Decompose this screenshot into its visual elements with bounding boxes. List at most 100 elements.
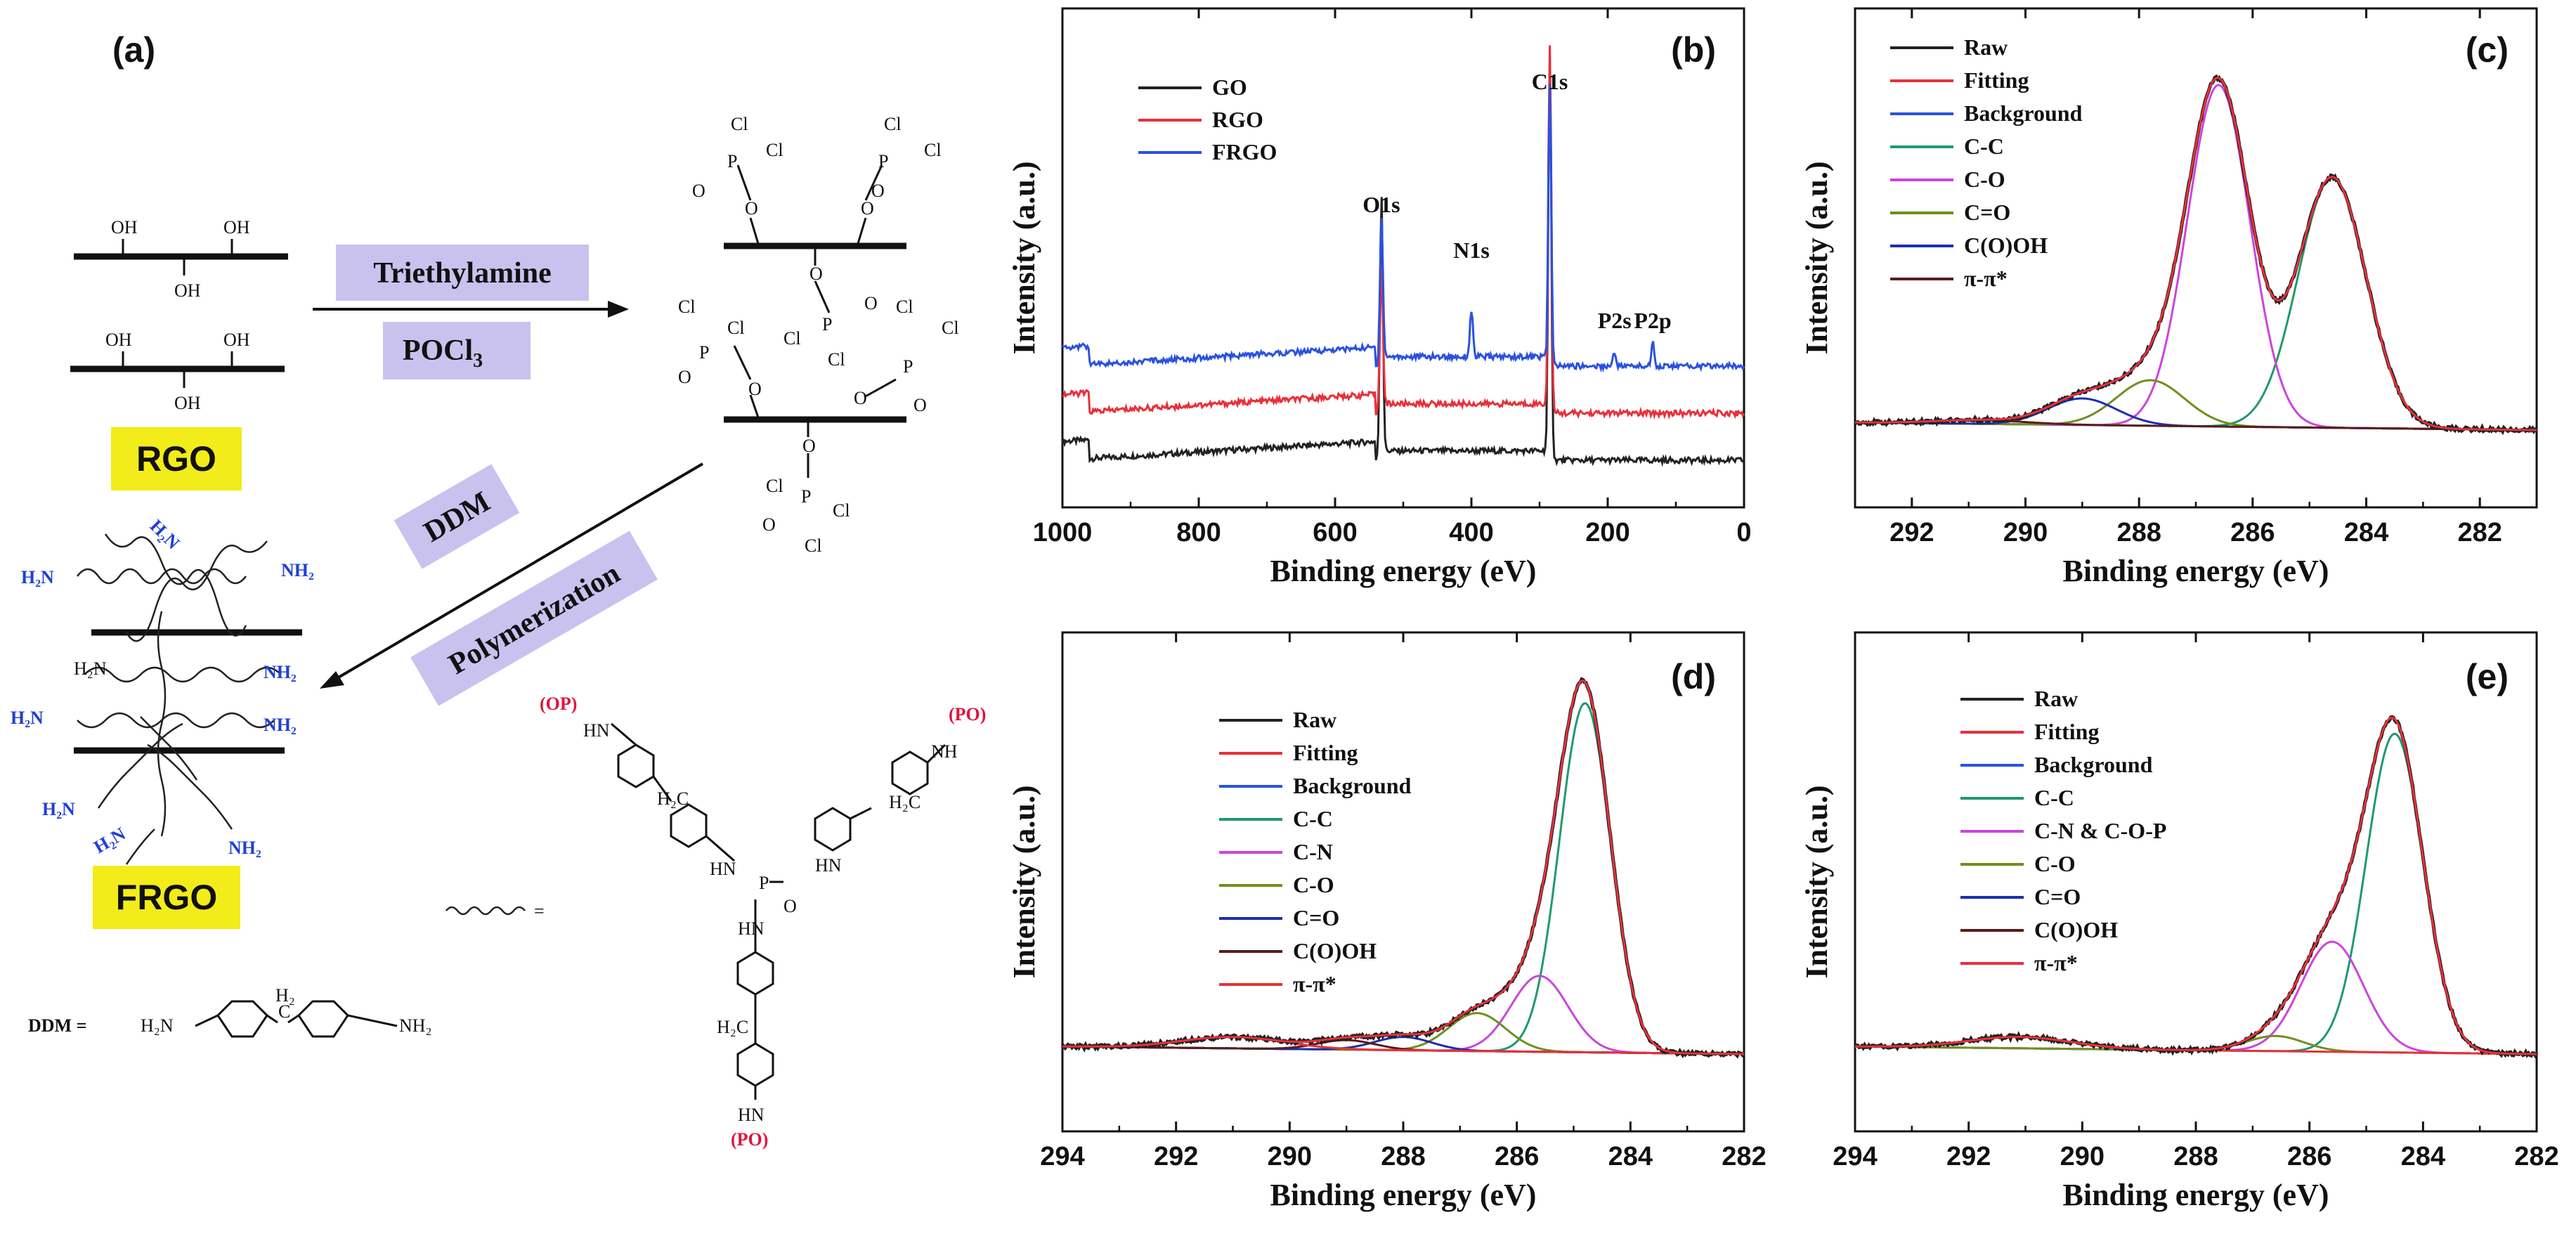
svg-text:Cl: Cl [924,140,942,160]
x-tick-label: 282 [2457,518,2502,547]
svg-text:O: O [864,293,878,313]
x-tick-label: 0 [1736,518,1751,547]
panel-label: (e) [2466,657,2509,696]
x-tick-label: 282 [1722,1142,1766,1171]
svg-text:Cl: Cl [727,318,745,338]
reagent-triethylamine: Triethylamine [373,257,552,290]
arrowhead-icon [320,671,344,689]
polymer-p: P [759,873,769,893]
svg-text:P: P [903,356,913,377]
oh-label: OH [174,393,201,413]
panel-label: (c) [2466,30,2509,70]
amine-label: H₂N [11,708,44,728]
svg-text:Cl: Cl [678,297,696,317]
reaction-arrow-2 [336,462,704,680]
scheme-panel: (a) OH OH OH OH OH OH RGO Triethylamine … [11,30,986,1150]
amine-label: H₂N [74,658,107,679]
legend-entry: Fitting [1964,67,2029,93]
legend-entry: Fitting [1293,740,1358,765]
x-tick-label: 400 [1449,518,1493,547]
x-axis-label: Binding energy (eV) [2063,554,2329,588]
series-line-rgo [1062,45,1745,420]
xps-c1s-chart-d: 294 292 290 288 286 284 282 Binding energy (eV)… [1007,631,1767,1212]
legend-entry: RGO [1212,107,1263,132]
svg-text:Polymerization: Polymerization [443,557,625,681]
legend-entry: C-C [1293,806,1333,831]
polymer-nh: HN [815,855,842,876]
legend-entry: C-C [1964,134,2004,159]
amine-label: NH₂ [264,662,297,682]
svg-text:P: P [801,486,811,507]
amine-label: H₂N [91,824,129,858]
polymer-nh: HN [583,720,610,741]
component-line [1855,940,2537,1055]
x-tick-label: 286 [2287,1142,2331,1171]
svg-text:Cl: Cl [731,114,748,134]
frgo-label: FRGO [116,878,217,917]
frgo-highlight [93,866,240,929]
amine-label: NH₂ [281,560,314,580]
step-box-ddm: DDM [393,464,520,569]
svg-text:O: O [692,181,705,201]
peak-annotation: N1s [1453,238,1490,263]
step-box-polymerization: Polymerization [410,531,658,706]
panel-label: (b) [1671,30,1716,70]
plot-frame [1061,7,1745,509]
x-tick-label: 288 [2116,518,2161,547]
xps-c1s-chart-e: 294 292 290 288 286 284 282 Binding energy (eV)… [1800,631,2559,1212]
plot-frame [1854,7,2538,509]
svg-text:Cl: Cl [766,476,783,496]
polymer-nh: HN [710,859,736,879]
svg-text:P: P [699,342,709,363]
oh-label: OH [223,330,250,350]
peak-annotation: O1s [1362,192,1400,217]
polymer-end-po: (PO) [949,704,986,724]
legend-entry: Fitting [2034,719,2099,744]
phosphate-labels: Cl Cl P O O Cl Cl P O O O P Cl O Cl Cl C… [678,114,959,556]
raw-line [1855,715,2539,1059]
raw-line [1854,74,2538,436]
polymer-ch2: H₂C [889,792,921,812]
amine-label: H₂N [21,567,54,587]
arrowhead-icon [608,301,629,318]
ddm-ch2-c: C [278,1001,290,1022]
svg-text:O: O [809,264,823,284]
y-axis-label: Intensity (a.u.) [1007,161,1041,354]
plot-frame [1061,631,1745,1133]
svg-text:Cl: Cl [833,500,850,521]
legend-entry: C(O)OH [1293,938,1377,963]
polymer-ch2: H₂C [657,788,689,809]
legend-entry: Background [2034,752,2153,777]
polymer-o: O [783,896,797,916]
component-line [1855,732,2537,1055]
x-tick-label: 600 [1313,518,1357,547]
x-tick-label: 290 [1268,1142,1312,1171]
polymer-nh: HN [738,1105,765,1125]
series-line-go [1061,58,1745,467]
oh-label: OH [223,217,250,238]
svg-text:Cl: Cl [942,318,959,338]
svg-text:P: P [727,151,737,171]
x-tick-label: 800 [1176,518,1221,547]
svg-text:Cl: Cl [783,328,801,349]
svg-text:Cl: Cl [766,140,783,160]
svg-text:Cl: Cl [805,535,822,556]
y-axis-label: Intensity (a.u.) [1800,785,1834,978]
x-tick-label: 290 [2003,518,2048,547]
svg-text:O: O [762,514,776,535]
wavy-equals: = [534,901,545,921]
y-axis-label: Intensity (a.u.) [1800,161,1834,354]
oh-label: OH [105,330,132,350]
x-axis-label: Binding energy (eV) [2063,1178,2329,1212]
component-line [1062,702,1744,1055]
component-line [1855,176,2537,431]
legend-entry: FRGO [1212,139,1277,164]
polymer-structure [611,722,947,1100]
svg-text:O: O [678,367,691,387]
legend-entry: C-O [2034,851,2076,876]
amine-label: H₂N [146,516,184,554]
svg-text:P: P [822,314,832,334]
legend-entry: Background [1293,773,1412,798]
plot-frame [1854,631,2538,1133]
rgo-hydroxyl-groups [122,239,233,388]
